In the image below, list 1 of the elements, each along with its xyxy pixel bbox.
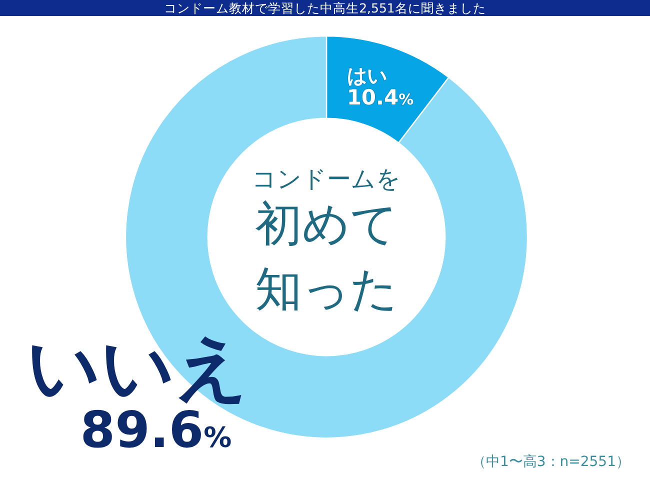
- title: コンドーム教材で学習した中高生2,551名に聞きました: [164, 0, 486, 16]
